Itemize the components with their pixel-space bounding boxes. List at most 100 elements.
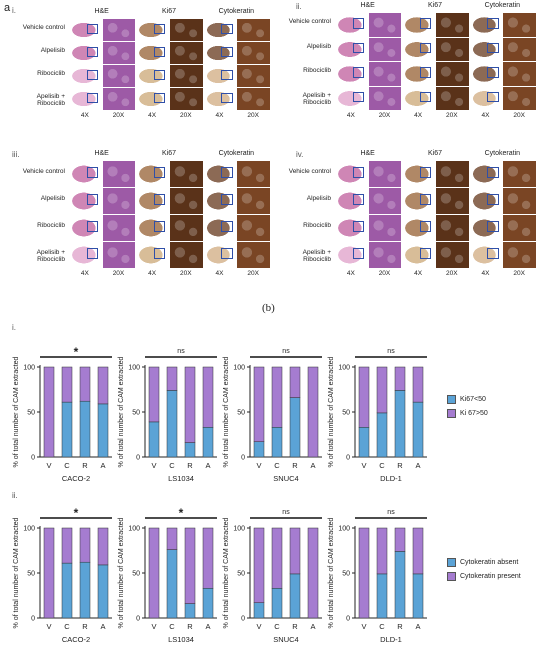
roi-selection-box <box>86 23 98 34</box>
histology-tile-he-20x <box>101 18 137 42</box>
roi-selection-box <box>86 247 98 260</box>
roi-selection-box <box>487 42 499 54</box>
stain-header: H&E <box>360 150 375 157</box>
magnification-label: 20X <box>513 270 525 277</box>
significance-label: * <box>74 506 79 520</box>
magnification-label: 4X <box>346 270 355 277</box>
chart-title: DLD-1 <box>380 635 402 644</box>
bar-segment-upper <box>166 527 178 550</box>
y-axis-label: % of total number of CAM extracted <box>13 517 20 628</box>
histology-tile-cytokeratin-20x <box>236 214 271 242</box>
y-axis-label: % of total number of CAM extracted <box>328 517 335 628</box>
roi-selection-box <box>487 18 499 29</box>
bar-segment-upper <box>289 366 301 398</box>
histology-tile-cytokeratin-20x <box>236 18 271 42</box>
histology-tile-ki67-20x <box>435 85 470 111</box>
chart-row-label-i: i. <box>12 323 16 332</box>
y-tick-label: 100 <box>23 365 35 372</box>
roi-selection-box <box>352 220 364 233</box>
x-tick-label: C <box>379 622 385 631</box>
roi-selection-box <box>153 92 166 103</box>
histology-tile-ki67-20x <box>435 160 470 188</box>
bar-segment-lower <box>79 400 91 458</box>
histology-tile-he-4x <box>334 241 369 269</box>
histology-tile-ki67-4x <box>401 160 436 188</box>
roi-selection-box <box>352 193 364 206</box>
magnification-label: 20X <box>180 270 192 277</box>
bar-segment-upper <box>43 527 55 619</box>
legend-item: Cytokeratin present <box>447 572 521 581</box>
x-tick-label: C <box>64 622 70 631</box>
treatment-row-label: Vehicle control <box>22 23 65 31</box>
x-tick-label: R <box>187 461 193 470</box>
magnification-label: 20X <box>378 112 391 119</box>
x-tick-label: V <box>256 461 261 470</box>
legend-item: Ki 67>50 <box>447 409 488 418</box>
bar-segment-lower <box>97 564 109 619</box>
histology-tile-he-20x <box>101 241 137 269</box>
bar-segment-lower <box>97 403 109 458</box>
bar-segment-lower <box>61 401 73 458</box>
bar-segment-upper <box>394 527 406 552</box>
bar-segment-upper <box>358 527 370 619</box>
roi-selection-box <box>419 18 432 29</box>
y-tick-label: 0 <box>346 616 350 623</box>
stain-header: H&E <box>94 8 109 15</box>
histology-tile-cytokeratin-20x <box>502 241 537 269</box>
x-tick-label: V <box>46 622 51 631</box>
histology-tile-he-20x <box>101 41 137 65</box>
histology-tile-ki67-20x <box>169 64 204 88</box>
histology-tile-he-20x <box>101 87 137 111</box>
bar-segment-upper <box>166 366 178 391</box>
roi-selection-box <box>352 166 364 179</box>
treatment-row-label: Ribociclib <box>303 221 331 229</box>
y-axis-label: % of total number of CAM extracted <box>118 356 125 467</box>
x-tick-label: V <box>151 461 156 470</box>
chart-title: SNUC4 <box>273 635 298 644</box>
treatment-row-label: Ribociclib <box>303 67 331 75</box>
roi-selection-box <box>153 166 166 179</box>
stain-header: Cytokeratin <box>484 150 521 157</box>
histology-tile-cytokeratin-20x <box>502 36 537 62</box>
x-tick-label: A <box>205 461 210 470</box>
roi-selection-box <box>221 46 233 57</box>
quadrant-roman-label: iv. <box>296 150 304 159</box>
histology-tile-he-20x <box>367 85 403 111</box>
magnification-label: 4X <box>215 112 224 119</box>
roi-selection-box <box>221 166 233 179</box>
y-tick-label: 0 <box>136 455 140 462</box>
roi-selection-box <box>487 91 499 103</box>
significance-label: ns <box>177 348 185 355</box>
bar-segment-upper <box>202 527 214 589</box>
magnification-label: 20X <box>513 112 525 119</box>
x-tick-label: A <box>310 461 315 470</box>
histology-tile-he-20x <box>367 160 403 188</box>
legend-label: Cytokeratin absent <box>460 559 519 566</box>
histology-tile-ki67-4x <box>135 160 170 188</box>
treatment-row-label: Alpelisib <box>40 194 65 202</box>
roi-selection-box <box>419 247 432 260</box>
bar-segment-upper <box>61 366 73 403</box>
panel-a-label: a <box>4 2 11 14</box>
y-tick-label: 0 <box>241 455 245 462</box>
histology-tile-he-4x <box>68 214 103 242</box>
magnification-label: 20X <box>378 270 391 277</box>
roi-selection-box <box>153 46 166 57</box>
y-tick-label: 100 <box>338 526 350 533</box>
histology-tile-he-20x <box>101 160 137 188</box>
y-tick-label: 0 <box>31 455 35 462</box>
bar-segment-lower <box>253 441 265 458</box>
magnification-label: 4X <box>414 270 423 277</box>
x-tick-label: R <box>292 622 298 631</box>
bar-segment-upper <box>43 366 55 458</box>
histology-tile-he-20x <box>367 187 403 215</box>
x-tick-label: R <box>292 461 298 470</box>
roi-selection-box <box>221 23 233 34</box>
x-tick-label: A <box>415 461 420 470</box>
chart-title: CACO-2 <box>62 635 90 644</box>
chart-title: LS1034 <box>168 635 194 644</box>
bar-segment-lower <box>166 549 178 619</box>
stain-header: Cytokeratin <box>218 150 255 157</box>
bar-segment-upper <box>307 366 319 458</box>
magnification-label: 4X <box>346 112 355 119</box>
